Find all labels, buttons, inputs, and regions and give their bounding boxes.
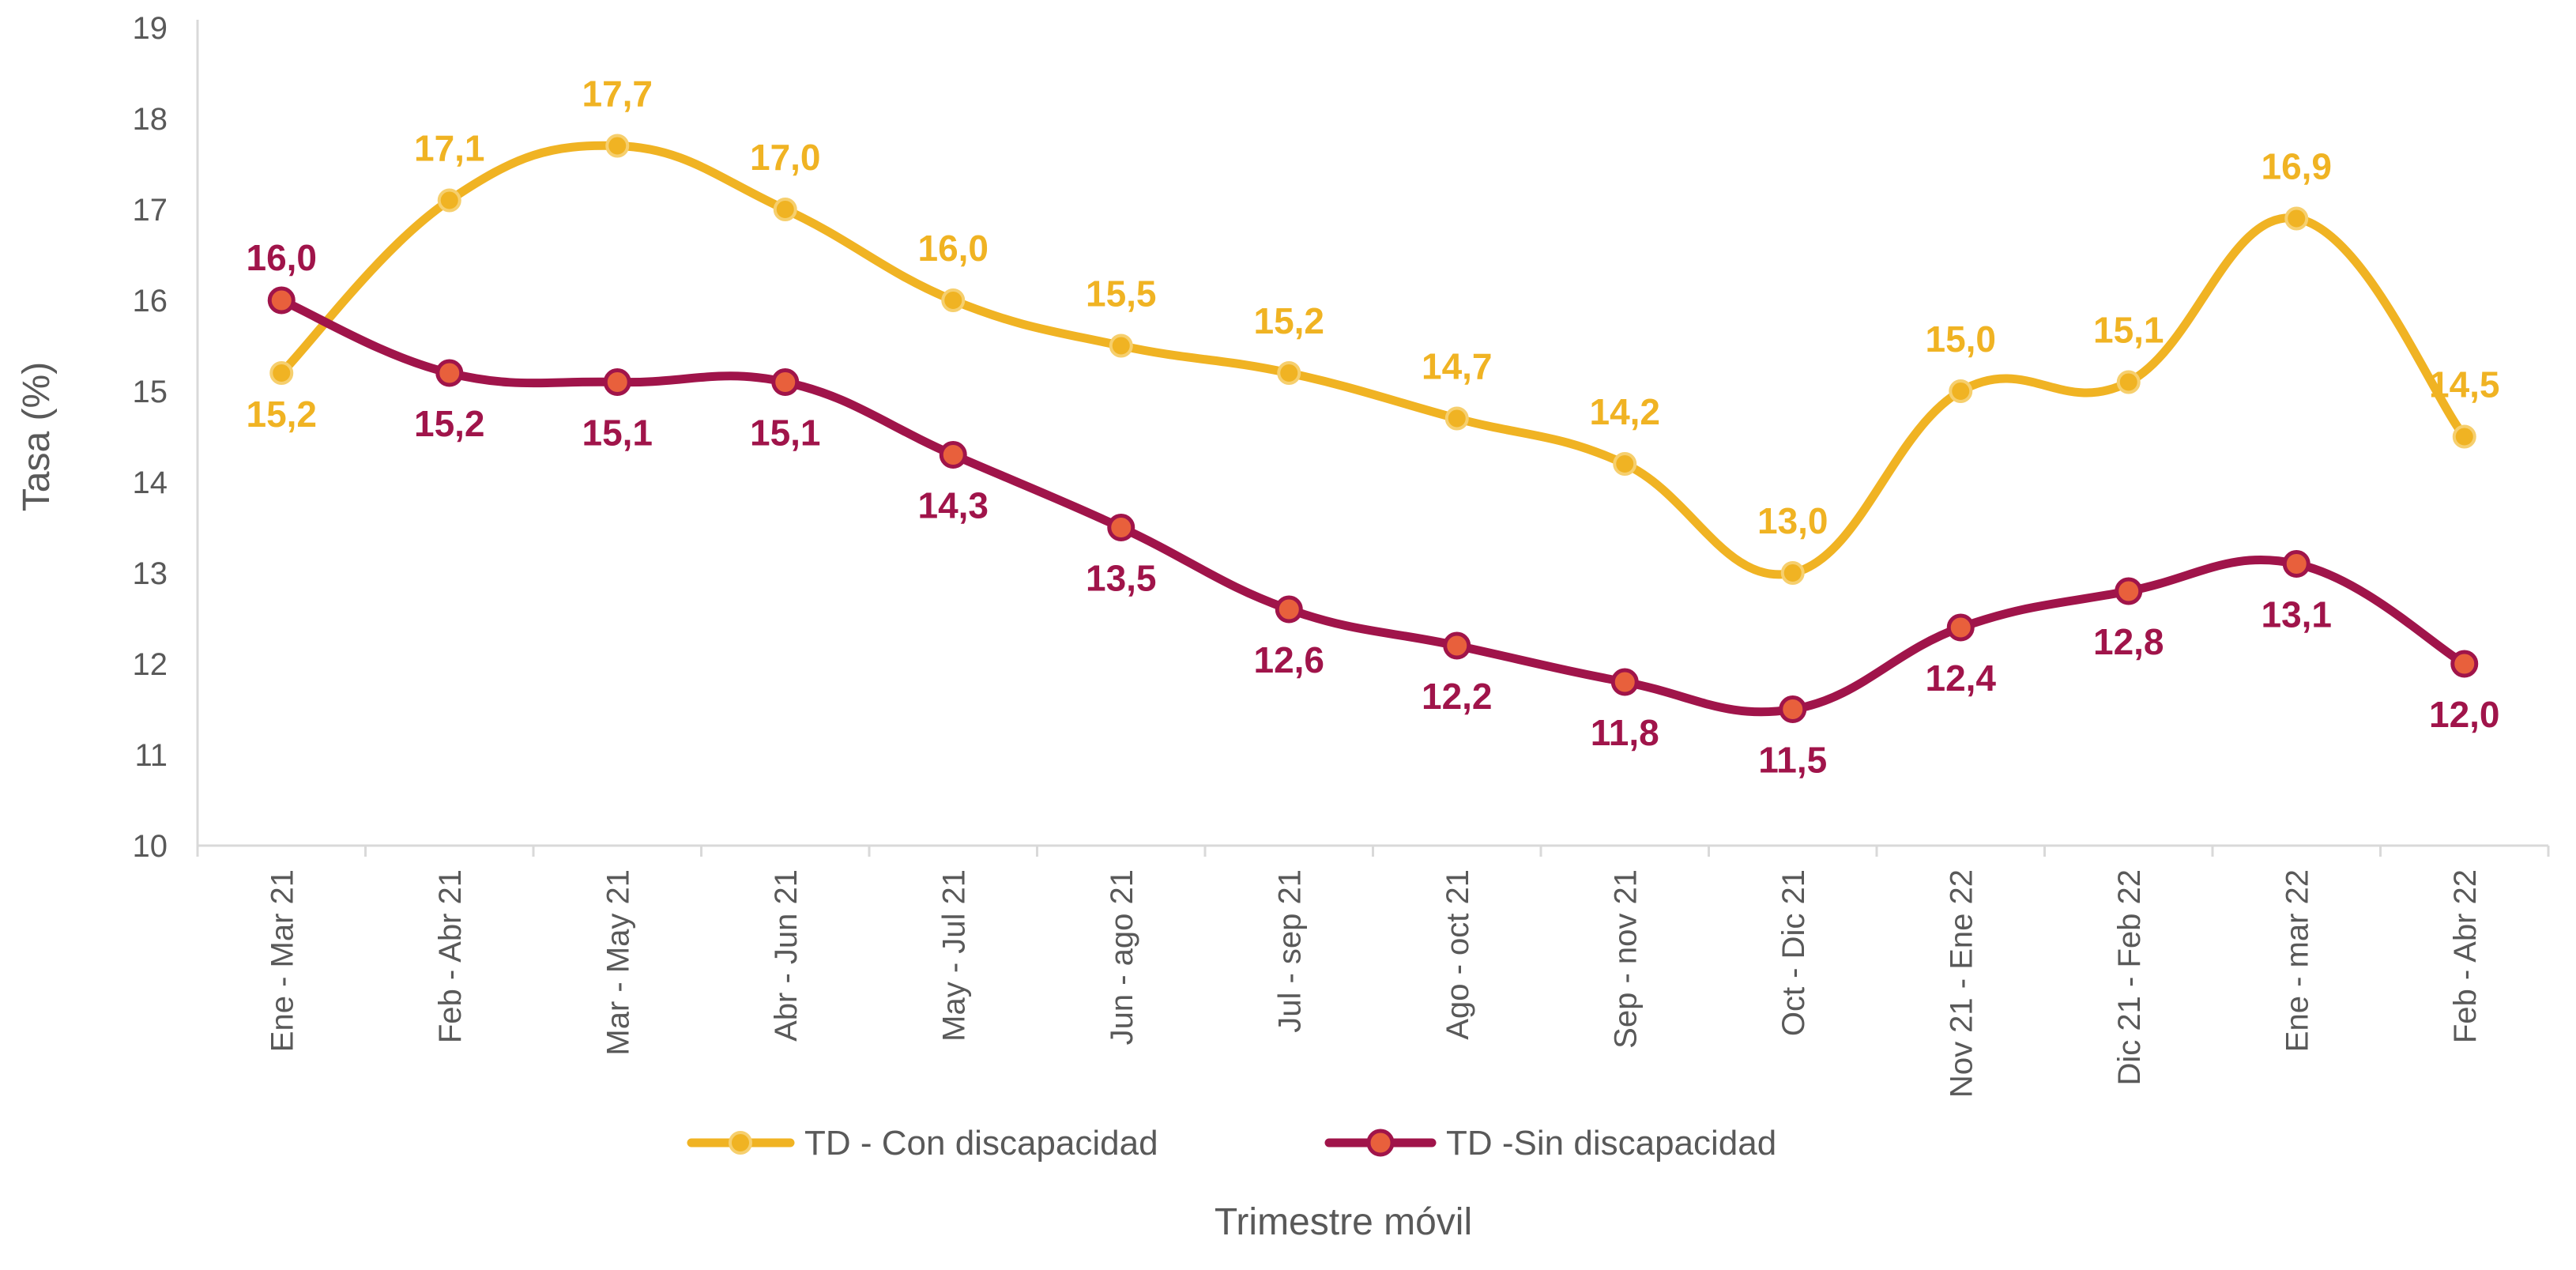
data-label-con-discapacidad: 14,7 bbox=[1422, 346, 1493, 387]
data-label-con-discapacidad: 14,5 bbox=[2429, 364, 2500, 405]
x-tick-label: Ene - mar 22 bbox=[2280, 869, 2314, 1052]
legend-label-con-discapacidad: TD - Con discapacidad bbox=[804, 1124, 1158, 1163]
x-tick-label: Feb - Abr 22 bbox=[2448, 869, 2483, 1043]
x-tick-label: Sep - nov 21 bbox=[1608, 869, 1643, 1049]
data-label-sin-discapacidad: 12,0 bbox=[2429, 694, 2500, 735]
data-label-con-discapacidad: 15,0 bbox=[1925, 318, 1996, 360]
data-point-sin-discapacidad bbox=[1779, 695, 1807, 723]
data-point-con-discapacidad bbox=[2116, 370, 2141, 394]
data-label-sin-discapacidad: 12,4 bbox=[1925, 658, 1996, 699]
data-label-con-discapacidad: 16,0 bbox=[917, 228, 989, 269]
legend-marker-sin-discapacidad bbox=[1366, 1129, 1395, 1157]
data-point-con-discapacidad bbox=[1277, 361, 1301, 385]
data-point-sin-discapacidad bbox=[1275, 595, 1303, 624]
y-tick-label: 15 bbox=[133, 375, 168, 409]
data-label-con-discapacidad: 14,2 bbox=[1589, 391, 1660, 432]
data-point-con-discapacidad bbox=[1949, 379, 1973, 403]
data-label-sin-discapacidad: 11,8 bbox=[1591, 712, 1659, 753]
data-point-con-discapacidad bbox=[437, 188, 461, 213]
data-point-con-discapacidad bbox=[2284, 206, 2309, 231]
data-label-sin-discapacidad: 13,5 bbox=[1086, 558, 1157, 599]
data-label-con-discapacidad: 15,5 bbox=[1086, 273, 1157, 315]
data-point-sin-discapacidad bbox=[1443, 631, 1471, 660]
data-label-sin-discapacidad: 13,1 bbox=[2261, 594, 2332, 635]
x-axis-title: Trimestre móvil bbox=[1215, 1201, 1472, 1243]
data-point-sin-discapacidad bbox=[1107, 514, 1135, 541]
x-tick-label: Jul - sep 21 bbox=[1272, 869, 1307, 1033]
y-tick-label: 19 bbox=[133, 11, 168, 46]
data-point-con-discapacidad bbox=[773, 198, 797, 221]
data-label-sin-discapacidad: 12,6 bbox=[1253, 639, 1324, 680]
data-point-con-discapacidad bbox=[269, 361, 294, 385]
data-point-sin-discapacidad bbox=[435, 359, 464, 387]
y-tick-label: 10 bbox=[133, 829, 168, 864]
data-point-sin-discapacidad bbox=[2115, 577, 2143, 605]
data-label-con-discapacidad: 17,0 bbox=[750, 137, 821, 178]
x-tick-label: Ago - oct 21 bbox=[1441, 869, 1475, 1040]
series-line-con-discapacidad bbox=[277, 141, 2469, 579]
data-point-sin-discapacidad bbox=[603, 368, 631, 396]
x-tick-label: Jun - ago 21 bbox=[1105, 869, 1139, 1045]
y-axis-title: Tasa (%) bbox=[16, 362, 58, 511]
x-tick-label: May - Jul 21 bbox=[936, 869, 971, 1042]
data-point-sin-discapacidad bbox=[1610, 668, 1639, 696]
data-label-con-discapacidad: 15,2 bbox=[246, 394, 317, 435]
x-tick-label: Feb - Abr 21 bbox=[433, 869, 468, 1043]
x-tick-label: Abr - Jun 21 bbox=[769, 869, 804, 1042]
data-point-con-discapacidad bbox=[1444, 406, 1469, 431]
data-point-con-discapacidad bbox=[1780, 561, 1805, 585]
y-tick-label: 14 bbox=[133, 465, 168, 500]
x-tick-label: Nov 21 - Ene 22 bbox=[1944, 869, 1979, 1098]
data-point-sin-discapacidad bbox=[267, 286, 296, 315]
y-tick-label: 11 bbox=[134, 738, 168, 773]
data-label-sin-discapacidad: 12,2 bbox=[1422, 676, 1493, 717]
data-label-sin-discapacidad: 16,0 bbox=[246, 237, 317, 278]
data-label-con-discapacidad: 17,1 bbox=[414, 128, 485, 169]
data-point-con-discapacidad bbox=[1613, 452, 1637, 476]
data-label-con-discapacidad: 13,0 bbox=[1757, 500, 1828, 541]
series-line-sin-discapacidad bbox=[277, 296, 2469, 717]
x-tick-label: Oct - Dic 21 bbox=[1776, 869, 1811, 1036]
data-point-sin-discapacidad bbox=[2450, 650, 2479, 678]
data-point-con-discapacidad bbox=[2452, 424, 2476, 449]
data-label-sin-discapacidad: 15,1 bbox=[582, 413, 653, 454]
data-label-sin-discapacidad: 11,5 bbox=[1758, 740, 1827, 781]
y-tick-label: 13 bbox=[133, 556, 168, 591]
data-point-sin-discapacidad bbox=[771, 368, 800, 396]
data-point-sin-discapacidad bbox=[1946, 613, 1975, 642]
legend-label-sin-discapacidad: TD -Sin discapacidad bbox=[1446, 1124, 1776, 1163]
data-point-con-discapacidad bbox=[941, 288, 966, 312]
x-tick-label: Ene - Mar 21 bbox=[265, 869, 299, 1052]
y-tick-label: 16 bbox=[133, 284, 168, 318]
data-point-con-discapacidad bbox=[1109, 334, 1133, 358]
legend-marker-con-discapacidad bbox=[729, 1131, 752, 1155]
data-point-sin-discapacidad bbox=[2282, 550, 2310, 578]
data-label-con-discapacidad: 17,7 bbox=[582, 73, 653, 115]
data-label-sin-discapacidad: 15,2 bbox=[414, 403, 485, 444]
data-label-con-discapacidad: 16,9 bbox=[2261, 146, 2332, 187]
y-tick-label: 17 bbox=[133, 193, 168, 228]
data-label-sin-discapacidad: 12,8 bbox=[2093, 621, 2164, 662]
data-label-con-discapacidad: 15,2 bbox=[1253, 300, 1324, 341]
x-tick-label: Dic 21 - Feb 22 bbox=[2112, 869, 2147, 1085]
data-point-sin-discapacidad bbox=[939, 441, 967, 469]
data-label-sin-discapacidad: 14,3 bbox=[917, 485, 989, 526]
y-tick-label: 18 bbox=[133, 102, 168, 137]
data-label-con-discapacidad: 15,1 bbox=[2093, 310, 2164, 351]
data-label-sin-discapacidad: 15,1 bbox=[750, 413, 821, 454]
x-tick-label: Mar - May 21 bbox=[601, 869, 635, 1056]
data-point-con-discapacidad bbox=[605, 134, 630, 158]
y-tick-label: 12 bbox=[133, 647, 168, 682]
